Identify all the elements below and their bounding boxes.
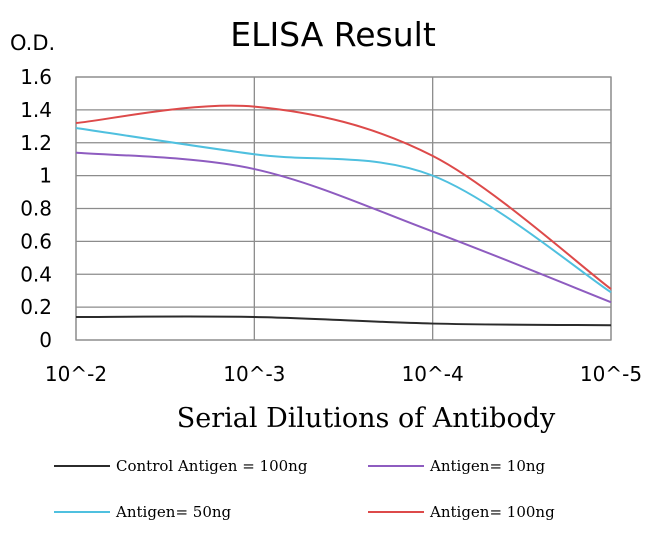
x-axis-label: Serial Dilutions of Antibody xyxy=(177,403,556,434)
x-tick-label: 10^-2 xyxy=(45,362,107,386)
chart-title: ELISA Result xyxy=(230,15,436,54)
y-tick-label: 0 xyxy=(39,328,52,352)
y-tick-label: 1 xyxy=(39,164,52,188)
series-line-4 xyxy=(75,104,612,290)
y-tick-labels: 0 0.2 0.4 0.6 0.8 1 1.2 1.4 1.6 xyxy=(20,65,52,352)
plot-frame xyxy=(75,76,612,341)
series-line-1 xyxy=(75,315,612,327)
legend-label: Control Antigen = 100ng xyxy=(116,457,308,475)
y-tick-label: 0.6 xyxy=(20,229,52,253)
x-tick-label: 10^-5 xyxy=(580,362,642,386)
y-axis-label: O.D. xyxy=(10,31,55,55)
series-lines xyxy=(75,104,612,327)
legend-label: Antigen= 100ng xyxy=(429,503,555,521)
y-tick-label: 1.4 xyxy=(20,98,52,122)
y-tick-label: 0.2 xyxy=(20,295,52,319)
x-tick-labels: 10^-2 10^-3 10^-4 10^-5 xyxy=(45,362,642,386)
x-tick-label: 10^-4 xyxy=(402,362,464,386)
y-tick-label: 0.8 xyxy=(20,197,52,221)
legend-label: Antigen= 10ng xyxy=(429,457,546,475)
legend-label: Antigen= 50ng xyxy=(115,503,232,521)
series-line-3 xyxy=(75,126,612,294)
legend: Control Antigen = 100ng Antigen= 10ng Anti… xyxy=(54,457,555,521)
y-tick-label: 0.4 xyxy=(20,262,52,286)
series-line-2 xyxy=(75,151,612,304)
grid-lines xyxy=(75,76,612,341)
x-tick-label: 10^-3 xyxy=(223,362,285,386)
y-tick-label: 1.6 xyxy=(20,65,52,89)
y-tick-label: 1.2 xyxy=(20,131,52,155)
